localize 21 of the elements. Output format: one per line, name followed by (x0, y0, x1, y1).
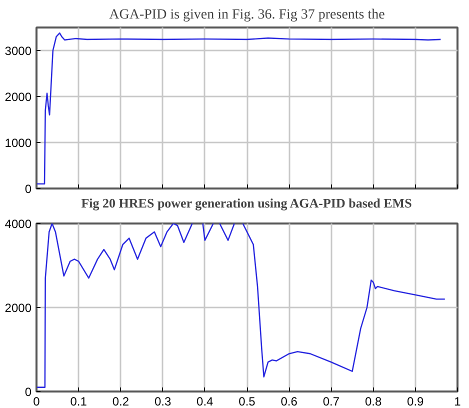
y-tick-label: 2000 (4, 90, 32, 104)
x-tick-label: 0 (33, 394, 40, 408)
x-tick-label: 0.5 (238, 394, 256, 408)
x-tick-label: 0.4 (196, 394, 214, 408)
line-series (36, 32, 442, 185)
x-tick-label: 0.9 (407, 394, 424, 408)
y-tick-label: 1000 (4, 136, 32, 150)
text: AGA-PID is given in Fig. 36. Fig 37 presents the (109, 8, 385, 22)
y-tick-label: 0 (24, 385, 32, 399)
x-tick-label: 0.7 (322, 394, 340, 408)
x-tick-label: 0.1 (70, 394, 88, 408)
y-tick-label: 4000 (4, 217, 32, 231)
x-tick-label: 1 (454, 394, 462, 408)
x-tick-label: 0.3 (154, 394, 172, 408)
x-tick-label: 0.6 (280, 394, 298, 408)
text: Fig 20 HRES power generation using AGA-PID based EMS (81, 196, 412, 210)
y-tick-label: 3000 (4, 44, 32, 58)
x-tick-label: 0.8 (364, 394, 382, 408)
x-tick-label: 0.2 (112, 394, 130, 408)
y-tick-label: 0 (24, 182, 32, 196)
y-tick-label: 2000 (4, 301, 32, 315)
